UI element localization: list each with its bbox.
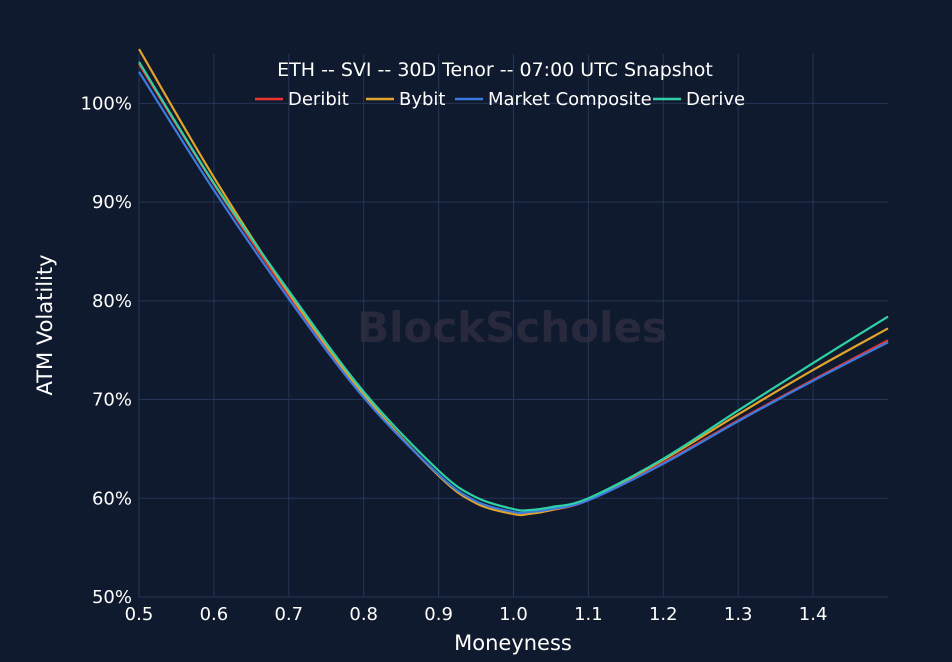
x-tick-label: 0.5 (125, 604, 154, 625)
y-tick-label: 80% (92, 291, 132, 312)
chart-title: ETH -- SVI -- 30D Tenor -- 07:00 UTC Sna… (277, 59, 713, 81)
series-layer (138, 48, 889, 517)
legend-label-derive: Derive (686, 89, 745, 110)
legend: Deribit Bybit Market Composite Derive (255, 89, 745, 110)
y-tick-label: 60% (92, 488, 132, 509)
series-line-derive (138, 61, 889, 512)
x-tick-label: 1.4 (799, 604, 828, 625)
y-tick-label: 90% (92, 192, 132, 213)
y-tick-label: 70% (92, 390, 132, 411)
x-tick-label: 0.7 (274, 604, 303, 625)
y-axis-label: ATM Volatility (33, 254, 57, 395)
watermark: BlockScholes (357, 303, 667, 352)
x-tick-label: 1.3 (724, 604, 753, 625)
x-tick-label: 1.1 (574, 604, 603, 625)
series-line-market-composite (138, 71, 889, 515)
y-tick-label: 50% (92, 587, 132, 608)
x-tick-label: 0.6 (200, 604, 229, 625)
legend-label-bybit: Bybit (399, 89, 446, 110)
y-tick-label: 100% (81, 93, 132, 114)
x-tick-label: 0.8 (349, 604, 378, 625)
ticks: 0.5 0.6 0.7 0.8 0.9 1.0 1.1 1.2 1.3 1.4 50% 60% 70% 8… (81, 93, 828, 625)
legend-label-deribit: Deribit (288, 89, 349, 110)
x-axis-label: Moneyness (454, 631, 572, 655)
x-tick-label: 0.9 (424, 604, 453, 625)
x-tick-label: 1.2 (649, 604, 678, 625)
x-tick-label: 1.0 (499, 604, 528, 625)
legend-label-market-composite: Market Composite (488, 89, 652, 110)
